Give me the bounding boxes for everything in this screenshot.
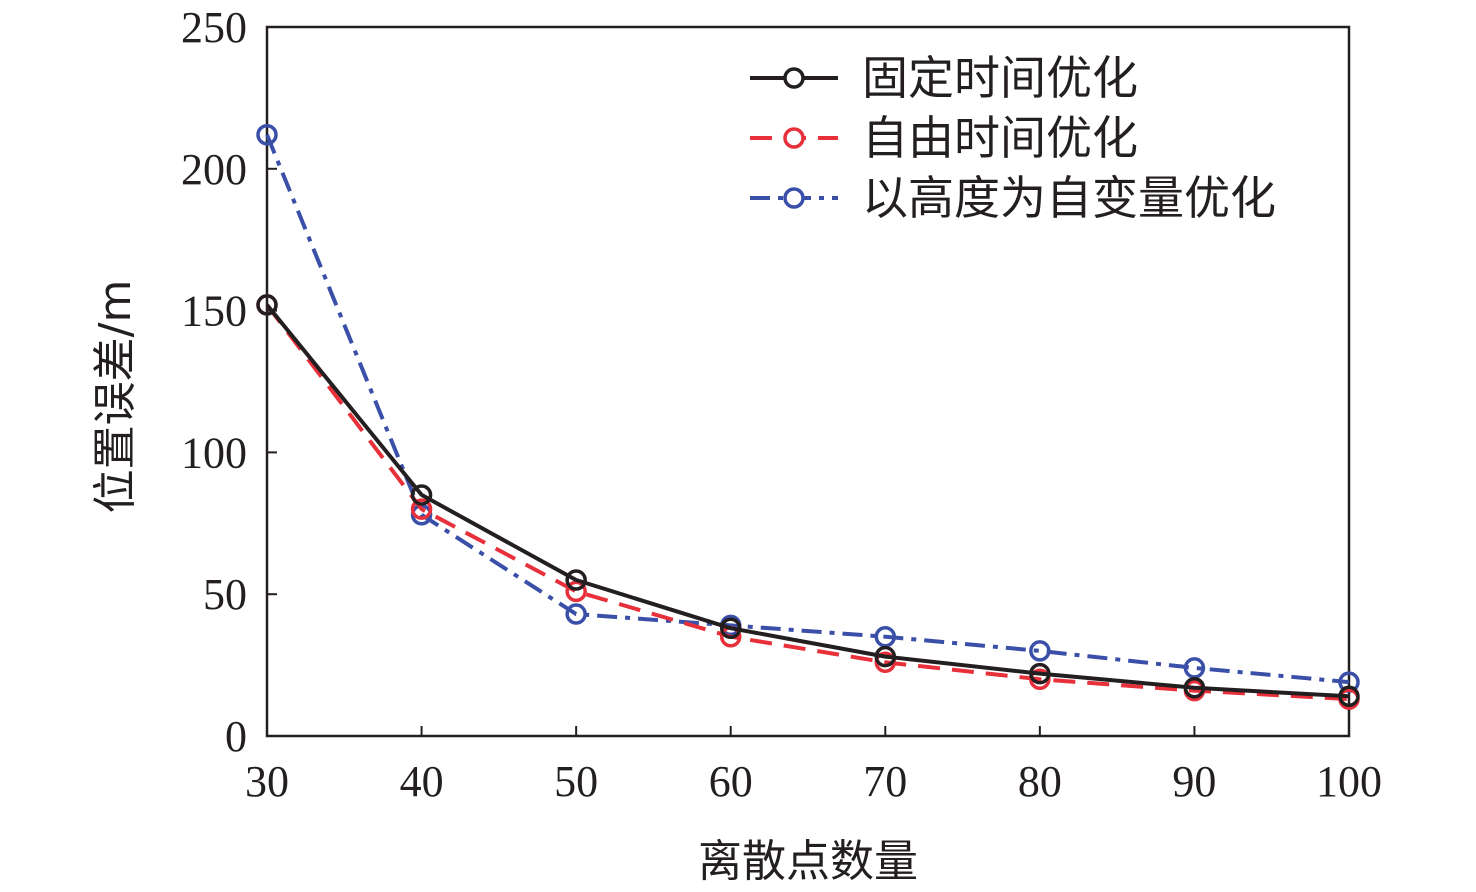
- series-0: [256, 294, 1360, 708]
- legend-marker: [783, 187, 805, 209]
- data-point: [410, 484, 433, 506]
- x-tick-label: 80: [1018, 757, 1062, 806]
- x-tick-label: 60: [709, 757, 753, 806]
- data-point: [1338, 685, 1360, 708]
- x-tick-label: 100: [1316, 757, 1382, 806]
- x-axis-ticks: 30 40 50 60 70 80 90 100: [245, 726, 1382, 806]
- series-layer: [256, 124, 1360, 710]
- plot-frame: [265, 25, 1351, 738]
- y-tick-label: 250: [181, 3, 247, 52]
- data-point: [874, 625, 897, 648]
- y-tick-label: 100: [181, 428, 247, 477]
- x-tick-label: 40: [400, 757, 444, 806]
- x-tick-label: 70: [863, 757, 907, 806]
- series-line: [265, 303, 1350, 699]
- y-tick-label: 200: [181, 145, 247, 194]
- legend-marker: [783, 67, 805, 89]
- data-point: [410, 498, 433, 520]
- y-tick-label: 50: [203, 570, 247, 619]
- legend-item: 自由时间优化: [750, 111, 1138, 165]
- data-point: [565, 569, 587, 591]
- data-point: [1183, 657, 1206, 679]
- data-point: [874, 645, 897, 668]
- x-tick-label: 30: [245, 757, 289, 806]
- data-point: [1029, 640, 1051, 662]
- y-tick-label: 150: [181, 287, 247, 336]
- legend-marker: [783, 127, 805, 149]
- x-tick-label: 50: [554, 757, 598, 806]
- series-line: [265, 303, 1350, 702]
- series-1: [256, 294, 1360, 710]
- data-point: [565, 580, 587, 603]
- legend-item: 固定时间优化: [750, 51, 1138, 105]
- data-point: [565, 603, 587, 625]
- data-point: [1183, 677, 1206, 699]
- data-point: [719, 617, 742, 639]
- y-axis-ticks: 0 50 100 150 200 250: [181, 3, 277, 761]
- data-point: [256, 294, 278, 316]
- legend-label: 固定时间优化: [862, 51, 1138, 105]
- plot-area: [265, 25, 1351, 738]
- x-tick-label: 90: [1172, 757, 1216, 806]
- y-axis-title: 位置误差/m: [90, 280, 141, 514]
- legend-label: 以高度为自变量优化: [862, 171, 1276, 225]
- data-point: [1029, 662, 1051, 685]
- series-line: [265, 134, 1350, 685]
- legend-label: 自由时间优化: [862, 111, 1138, 165]
- data-point: [256, 124, 278, 146]
- legend-item: 以高度为自变量优化: [750, 171, 1276, 225]
- x-axis-title: 离散点数量: [698, 836, 918, 887]
- y-tick-label: 0: [225, 712, 247, 761]
